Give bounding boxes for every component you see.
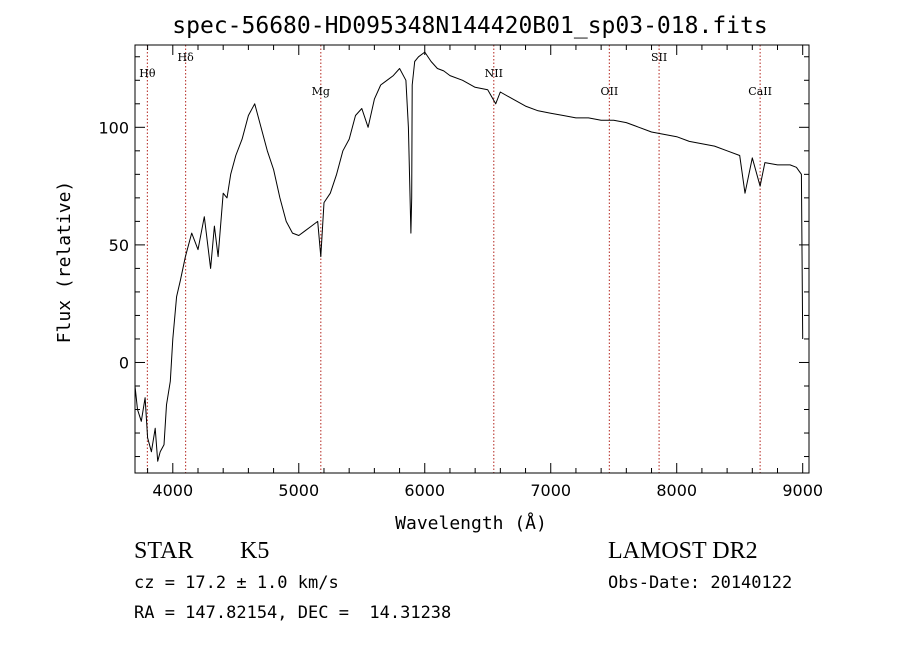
marker-label: OII bbox=[600, 85, 618, 98]
spectral-subclass: K5 bbox=[240, 538, 270, 564]
x-tick-label: 5000 bbox=[278, 481, 319, 500]
marker-label: SII bbox=[651, 51, 667, 64]
y-tick-label: 0 bbox=[119, 353, 129, 372]
y-tick-label: 100 bbox=[98, 118, 129, 137]
survey-name: LAMOST DR2 bbox=[608, 538, 758, 564]
line-markers: Hθ Hδ Mg NII OII SII CaII bbox=[139, 45, 772, 473]
marker-label: Mg bbox=[312, 85, 330, 98]
y-axis-label: Flux (relative) bbox=[54, 181, 75, 344]
spectrum-series bbox=[134, 51, 804, 462]
chart-title: spec-56680-HD095348N144420B01_sp03-018.f… bbox=[172, 13, 767, 39]
x-axis-label: Wavelength (Å) bbox=[395, 512, 547, 534]
x-tick-label: 4000 bbox=[152, 481, 193, 500]
x-tick-label: 9000 bbox=[782, 481, 823, 500]
spectrum-line bbox=[134, 51, 804, 462]
x-tick-label: 8000 bbox=[656, 481, 697, 500]
marker-label: CaII bbox=[748, 85, 772, 98]
marker-label: NII bbox=[485, 67, 503, 80]
object-type: STAR bbox=[134, 538, 194, 564]
obs-date: Obs-Date: 20140122 bbox=[608, 573, 793, 593]
plot-frame bbox=[134, 44, 810, 474]
y-tick-label: 50 bbox=[109, 236, 129, 255]
coordinates-text: RA = 147.82154, DEC = 14.31238 bbox=[134, 603, 452, 623]
marker-label: Hθ bbox=[139, 67, 156, 80]
plot-axes: 4000 5000 6000 7000 8000 9000 0 50 100 bbox=[98, 44, 823, 500]
marker-label: Hδ bbox=[178, 51, 195, 64]
x-tick-label: 7000 bbox=[530, 481, 571, 500]
redshift-text: cz = 17.2 ± 1.0 km/s bbox=[134, 573, 339, 593]
x-tick-label: 6000 bbox=[404, 481, 445, 500]
